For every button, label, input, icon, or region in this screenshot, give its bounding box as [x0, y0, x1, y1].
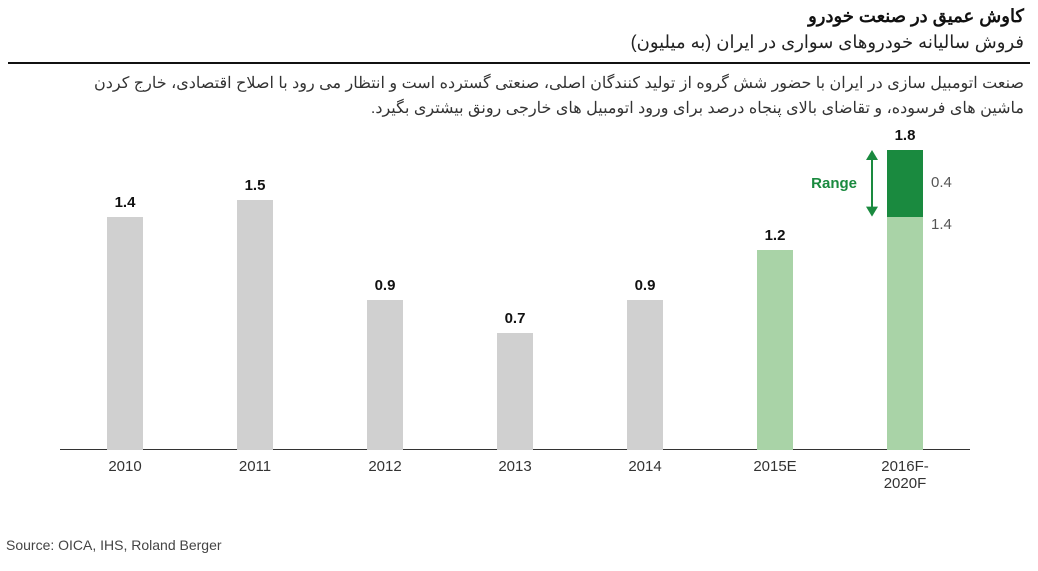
- x-category-label: 2013: [498, 458, 531, 475]
- bar-value-label: 0.9: [635, 277, 656, 294]
- bar: [627, 300, 663, 450]
- bar-value-label: 1.8: [895, 127, 916, 144]
- bar-value-label: 0.7: [505, 310, 526, 327]
- bar-side-label-bottom: 1.4: [931, 216, 952, 233]
- bar: [757, 250, 793, 450]
- bar-group: 1.42010: [60, 150, 190, 450]
- bar: [107, 217, 143, 450]
- bar: [887, 217, 923, 450]
- x-category-label: 2016F-2020F: [881, 458, 929, 492]
- x-category-label: 2011: [239, 458, 271, 475]
- bar: [497, 333, 533, 450]
- range-arrow-icon: [863, 150, 881, 217]
- bar-value-label: 0.9: [375, 277, 396, 294]
- chart-canvas: { "text": { "title": "کاوش عمیق در صنعت …: [0, 0, 1038, 571]
- plot-area: 1.420101.520110.920120.720130.920141.220…: [60, 150, 970, 450]
- range-label: Range: [811, 175, 857, 192]
- bar-group: 0.92012: [320, 150, 450, 450]
- title-rule: [8, 62, 1030, 64]
- bar-top-segment: [887, 150, 923, 217]
- bar-value-label: 1.2: [765, 227, 786, 244]
- chart-subtitle: فروش سالیانه خودروهای سواری در ایران (به…: [14, 32, 1024, 53]
- x-category-label: 2014: [628, 458, 661, 475]
- chart-description: صنعت اتومبیل سازی در ایران با حضور شش گر…: [48, 72, 1024, 122]
- bar: [367, 300, 403, 450]
- bar-group: 0.92014: [580, 150, 710, 450]
- range-annotation: Range: [811, 150, 881, 217]
- bar: [237, 200, 273, 450]
- bar-group: 0.72013: [450, 150, 580, 450]
- x-category-label: 2010: [108, 458, 141, 475]
- bar-side-label-top: 0.4: [931, 174, 952, 191]
- bar-group: 1.80.41.4Range2016F-2020F: [840, 150, 970, 450]
- bar-value-label: 1.5: [245, 177, 266, 194]
- chart-title: کاوش عمیق در صنعت خودرو: [14, 6, 1024, 27]
- bar-value-label: 1.4: [115, 194, 136, 211]
- source-attribution: Source: OICA, IHS, Roland Berger: [6, 537, 222, 553]
- x-category-label: 2012: [368, 458, 401, 475]
- x-category-label: 2015E: [753, 458, 796, 475]
- bar-group: 1.52011: [190, 150, 320, 450]
